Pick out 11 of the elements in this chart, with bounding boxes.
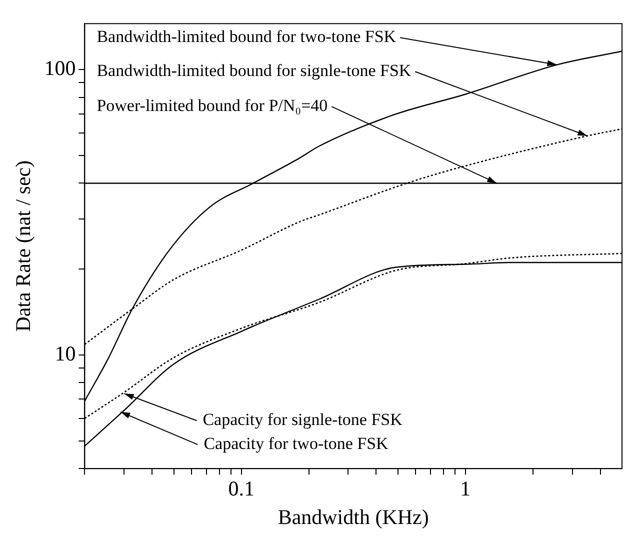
y-tick-label: 100 [44, 56, 76, 80]
x-tick-label: 1 [460, 476, 471, 501]
annotation: Capacity for signle-tone FSK [202, 410, 404, 430]
x-tick-label: 0.1 [228, 476, 254, 501]
y-axis-title: Data Rate (nat / sec) [11, 160, 36, 332]
annotation: Bandwidth-limited bound for signle-tone FSK [96, 61, 412, 80]
y-tick-label: 10 [54, 342, 76, 366]
annotation: Capacity for two-tone FSK [204, 434, 390, 454]
annotation: Bandwidth-limited bound for two-tone FSK [96, 27, 397, 46]
x-axis-title: Bandwidth (KHz) [278, 504, 429, 529]
annotation: Power-limited bound for P/N₀=40 [96, 96, 328, 116]
